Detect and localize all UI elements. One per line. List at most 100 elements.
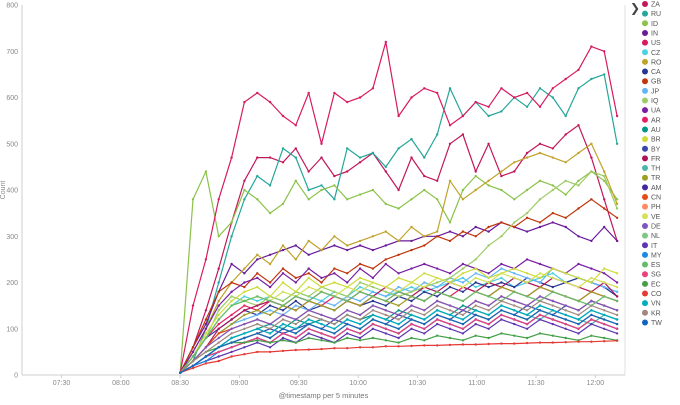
legend-item-jp[interactable]: JP (642, 87, 660, 96)
legend-swatch (642, 126, 648, 133)
legend-item-ph[interactable]: PH (642, 203, 661, 212)
legend-label: SG (651, 272, 661, 279)
legend-item-ve[interactable]: VE (642, 213, 661, 221)
data-point (256, 336, 259, 340)
data-point (294, 276, 297, 280)
legend-item-th[interactable]: TH (642, 165, 660, 173)
data-point (461, 267, 465, 270)
data-point (525, 327, 529, 330)
data-point (320, 156, 323, 159)
data-point (243, 353, 246, 356)
legend-label: GB (651, 79, 661, 86)
legend-swatch (642, 213, 648, 220)
data-point (346, 295, 349, 298)
legend-item-ru[interactable]: RU (642, 10, 661, 19)
legend-item-id[interactable]: ID (642, 20, 658, 28)
data-point (590, 334, 593, 337)
data-point (333, 332, 336, 335)
data-point (603, 267, 606, 270)
legend-item-ca[interactable]: CA (642, 68, 661, 77)
data-point (268, 304, 272, 307)
data-point (320, 318, 323, 321)
legend-item-cz[interactable]: CZ (642, 49, 661, 57)
legend-item-kr[interactable]: KR (642, 309, 661, 318)
legend-swatch (642, 107, 648, 114)
legend-item-vn[interactable]: VN (642, 300, 661, 308)
data-point (397, 188, 400, 192)
series-points-my (179, 313, 619, 374)
data-point (525, 313, 529, 317)
legend-swatch (642, 174, 648, 181)
data-point (500, 188, 503, 192)
legend-item-my[interactable]: MY (642, 251, 662, 260)
data-point (538, 299, 542, 303)
data-point (281, 313, 285, 317)
data-point (423, 309, 426, 312)
data-point (371, 318, 375, 321)
legend-swatch (642, 68, 648, 75)
data-point (256, 318, 259, 321)
data-point (294, 258, 297, 261)
legend-item-it[interactable]: IT (642, 242, 658, 250)
data-point (410, 248, 413, 252)
data-point (513, 267, 516, 270)
data-point (525, 151, 529, 155)
legend-item-au[interactable]: AU (642, 126, 661, 134)
legend-item-cn[interactable]: CN (642, 194, 661, 202)
legend-item-ec[interactable]: EC (642, 280, 661, 289)
data-point (346, 332, 349, 335)
legend-item-co[interactable]: CO (642, 290, 662, 299)
x-axis-label: @timestamp per 5 minutes (279, 391, 369, 400)
series-points-za (179, 124, 619, 374)
legend-item-tr[interactable]: TR (642, 174, 660, 183)
data-point (256, 272, 259, 275)
legend-item-tw[interactable]: TW (642, 319, 662, 327)
data-point (358, 262, 362, 266)
legend-swatch (642, 319, 648, 326)
legend-item-de[interactable]: DE (642, 222, 661, 231)
data-point (346, 322, 349, 326)
data-point (564, 313, 567, 317)
legend-toggle-icon[interactable]: ❯ (630, 1, 640, 15)
data-point (358, 327, 362, 330)
legend-item-us[interactable]: US (642, 39, 661, 48)
y-tick-label: 300 (6, 234, 18, 241)
data-point (513, 334, 516, 337)
legend-item-ar[interactable]: AR (642, 116, 661, 125)
data-point (603, 170, 606, 173)
data-point (525, 211, 529, 215)
data-point (513, 299, 516, 303)
legend-item-es[interactable]: ES (642, 261, 661, 270)
data-point (436, 322, 439, 326)
legend-item-br[interactable]: BR (642, 136, 661, 144)
data-point (397, 304, 400, 307)
data-point (384, 285, 387, 289)
legend-item-am[interactable]: AM (642, 184, 662, 192)
legend-item-by[interactable]: BY (642, 145, 661, 154)
data-point (320, 322, 323, 326)
data-point (371, 281, 375, 284)
data-point (615, 339, 619, 342)
data-point (358, 276, 362, 280)
data-point (577, 262, 580, 266)
legend-item-gb[interactable]: GB (642, 78, 661, 86)
data-point (346, 347, 349, 350)
data-point (590, 170, 593, 173)
legend-item-fr[interactable]: FR (642, 155, 660, 163)
legend-item-in[interactable]: IN (642, 29, 658, 38)
series-points-kr (179, 299, 619, 374)
data-point (461, 313, 465, 317)
data-point (603, 207, 606, 210)
legend-item-nl[interactable]: NL (642, 232, 660, 241)
legend-item-ua[interactable]: UA (642, 107, 661, 115)
data-point (217, 304, 220, 307)
legend-item-ro[interactable]: RO (642, 58, 662, 67)
legend-label: ES (651, 262, 661, 269)
data-point (307, 295, 310, 298)
legend-item-sg[interactable]: SG (642, 271, 661, 279)
legend-item-iq[interactable]: IQ (642, 97, 659, 106)
legend-label: IT (651, 243, 658, 250)
legend-item-za[interactable]: ZA (642, 1, 660, 9)
data-point (615, 142, 619, 145)
legend-label: CA (651, 69, 661, 76)
